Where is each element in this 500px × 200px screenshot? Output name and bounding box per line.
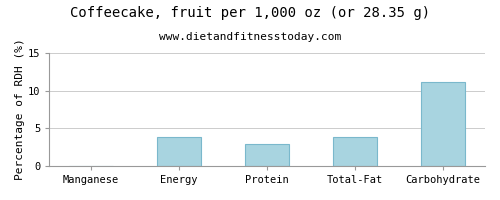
Text: Coffeecake, fruit per 1,000 oz (or 28.35 g): Coffeecake, fruit per 1,000 oz (or 28.35… <box>70 6 430 20</box>
Bar <box>157 137 201 166</box>
Text: www.dietandfitnesstoday.com: www.dietandfitnesstoday.com <box>159 32 341 42</box>
Bar <box>333 137 377 166</box>
Bar <box>421 82 465 166</box>
Bar <box>245 144 289 166</box>
Y-axis label: Percentage of RDH (%): Percentage of RDH (%) <box>15 39 25 180</box>
